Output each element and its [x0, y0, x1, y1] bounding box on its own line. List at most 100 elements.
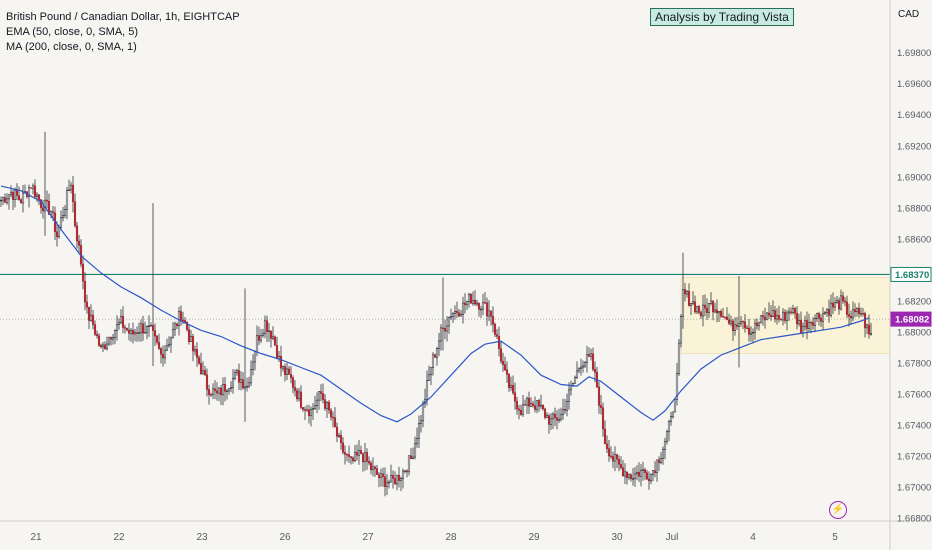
candle-body: [141, 323, 145, 334]
candle-body: [757, 322, 761, 327]
candle-body: [775, 315, 779, 320]
candle-body: [673, 399, 677, 413]
candle-body: [197, 357, 201, 364]
candle-body: [699, 312, 703, 317]
candle-body: [647, 478, 651, 482]
candle-body: [391, 475, 395, 479]
candle-body: [763, 316, 767, 321]
candle-body: [529, 403, 533, 407]
candle-body: [519, 410, 523, 415]
candle-body: [541, 405, 545, 410]
candle-body: [61, 215, 65, 219]
candle-body: [417, 423, 421, 439]
candle-body: [377, 474, 381, 478]
candle-body: [521, 404, 525, 415]
candle-body: [407, 455, 411, 473]
candle-body: [765, 312, 769, 321]
candle-body: [583, 362, 587, 367]
candle-body: [235, 370, 239, 373]
candle-body: [151, 325, 155, 331]
candle-body: [633, 473, 637, 479]
candle-body: [861, 313, 865, 315]
price-tick-label: 1.68600: [897, 234, 931, 245]
candle-body: [259, 335, 263, 341]
candle-body: [749, 332, 753, 335]
candle-body: [45, 199, 49, 202]
candle-body: [319, 391, 323, 394]
price-tick-label: 1.67200: [897, 451, 931, 462]
candle-body: [231, 378, 235, 388]
candle-body: [323, 399, 327, 409]
price-tick-label: 1.69800: [897, 48, 931, 59]
candle-body: [199, 363, 203, 375]
candle-body: [361, 453, 365, 463]
candle-body: [799, 320, 803, 333]
candle-body: [657, 459, 661, 463]
candle-body: [279, 355, 283, 369]
candle-body: [191, 336, 195, 352]
candle-body: [539, 405, 543, 407]
time-tick-label: 23: [196, 532, 208, 543]
candle-body: [409, 455, 413, 460]
candle-body: [869, 333, 873, 335]
candle-body: [667, 421, 671, 433]
candle-body: [427, 374, 431, 381]
candle-body: [181, 319, 185, 322]
candle-body: [665, 431, 669, 442]
candle-body: [395, 474, 399, 485]
time-tick-label: 22: [113, 532, 125, 543]
candle-body: [95, 334, 99, 337]
candle-body: [837, 300, 841, 310]
candle-body: [403, 470, 407, 472]
candle-body: [563, 409, 567, 411]
candle-body: [13, 189, 17, 200]
candle-body: [857, 308, 861, 315]
candle-body: [389, 475, 393, 483]
currency-label[interactable]: CAD: [898, 9, 920, 20]
candle-body: [97, 335, 101, 346]
candle-body: [203, 370, 207, 376]
candle-body: [71, 184, 75, 202]
candle-body: [507, 374, 511, 388]
candle-body: [19, 199, 23, 204]
candle-body: [439, 327, 443, 342]
candle-body: [85, 301, 89, 308]
candle-body: [425, 380, 429, 400]
candle-body: [475, 302, 479, 305]
candle-body: [843, 300, 847, 303]
candle-body: [817, 313, 821, 319]
price-badge-label: 1.68370: [895, 270, 929, 281]
candle-body: [179, 311, 183, 321]
time-tick-label: 4: [750, 532, 756, 543]
candle-body: [419, 420, 423, 424]
ma-200-line[interactable]: [0, 185, 870, 423]
candle-body: [15, 189, 19, 196]
candle-body: [135, 332, 139, 334]
last-price-badge[interactable]: [890, 311, 932, 327]
candle-body: [169, 337, 173, 345]
candle-body: [687, 290, 691, 306]
candle-body: [669, 416, 673, 422]
level-price-badge[interactable]: [890, 266, 932, 282]
candle-body: [237, 370, 241, 383]
ma-indicator-label[interactable]: MA (200, close, 0, SMA, 1): [6, 41, 137, 53]
candle-body: [617, 458, 621, 465]
candle-body: [435, 348, 439, 358]
candle-body: [267, 330, 271, 333]
candle-body: [585, 354, 589, 363]
candle-body: [503, 364, 507, 371]
candle-body: [709, 300, 713, 304]
candle-body: [431, 354, 435, 368]
symbol-title[interactable]: British Pound / Canadian Dollar, 1h, EIG…: [6, 11, 240, 23]
candle-body: [867, 324, 871, 335]
candle-body: [663, 441, 667, 450]
lightning-icon[interactable]: ⚡: [829, 501, 847, 519]
candle-body: [819, 317, 823, 322]
candle-body: [853, 309, 857, 313]
ema-indicator-label[interactable]: EMA (50, close, 0, SMA, 5): [6, 26, 139, 38]
candle-body: [83, 280, 87, 303]
candle-body: [249, 369, 253, 384]
candle-body: [717, 311, 721, 314]
candle-body: [685, 290, 689, 295]
